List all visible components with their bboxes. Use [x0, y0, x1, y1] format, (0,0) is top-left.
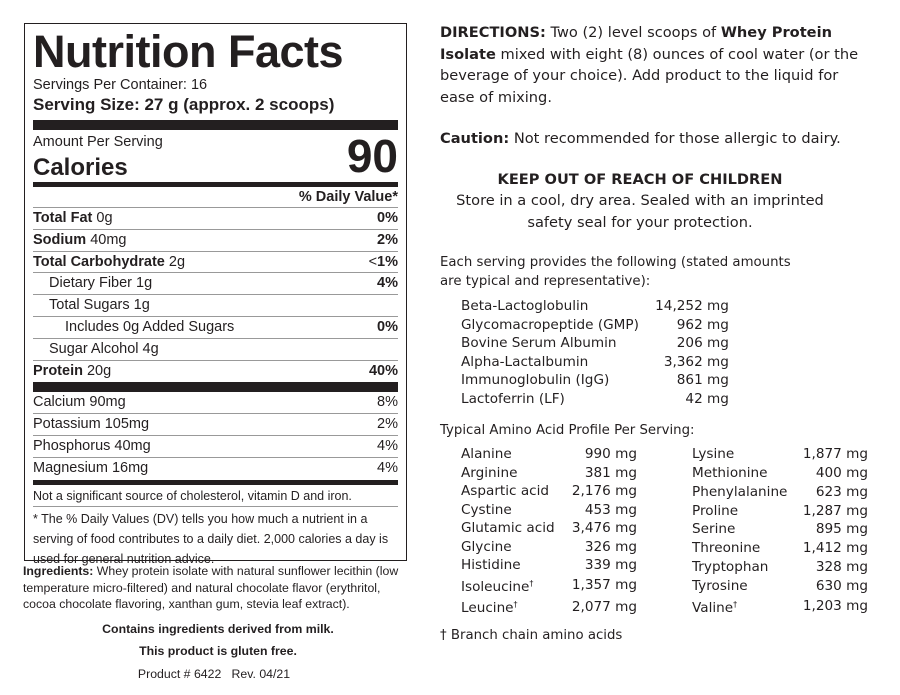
fraction-row: Bovine Serum Albumin 206 mg	[461, 335, 729, 351]
divider-thick	[33, 382, 398, 393]
product-number: Product # 6422 Rev. 04/21	[137, 666, 291, 681]
amino-row: Tyrosine 630 mg	[692, 577, 868, 594]
amino-row: Valine† 1,203 mg	[692, 598, 868, 616]
nutrient-row: Total Carbohydrate 2g <1%	[33, 252, 398, 274]
calories-section: Amount Per Serving Calories 90	[33, 130, 398, 182]
amount-per-serving: Amount Per Serving	[33, 134, 163, 150]
protein-fractions-table: Beta-Lactoglobulin 14,252 mg Glycomacrope…	[461, 297, 729, 408]
daily-value-header: % Daily Value*	[33, 187, 398, 208]
servings-per-container: Servings Per Container: 16	[33, 77, 208, 93]
divider-thick	[33, 120, 398, 130]
storage-line-1: Store in a cool, dry area. Sealed with a…	[456, 192, 824, 209]
amino-row: Threonine 1,412 mg	[692, 540, 868, 557]
divider-medium	[33, 479, 398, 485]
allergen-statement: Contains ingredients derived from milk.	[102, 621, 334, 636]
nutrient-row: Protein 20g 40%	[33, 362, 398, 379]
caution: Caution: Not recommended for those aller…	[440, 130, 841, 147]
amino-row: Proline 1,287 mg	[692, 502, 868, 519]
amino-table: Alanine 990 mg Arginine 381 mg Aspartic acid…	[461, 445, 880, 618]
nutrient-row: Total Fat 0g 0%	[33, 208, 398, 230]
amino-row: Isoleucine† 1,357 mg	[461, 577, 637, 595]
amino-row: Serine 895 mg	[692, 521, 868, 538]
amino-row: Lysine 1,877 mg	[692, 446, 868, 463]
amino-row: Histidine 339 mg	[461, 557, 637, 573]
amino-row: Glutamic acid 3,476 mg	[461, 520, 637, 536]
amino-row: Leucine† 2,077 mg	[461, 598, 637, 617]
amino-row: Cystine 453 mg	[461, 501, 637, 518]
amino-row: Methionine 400 mg	[692, 464, 868, 481]
nutrient-row: Sodium 40mg 2%	[33, 230, 398, 252]
fraction-row: Alpha-Lactalbumin 3,362 mg	[461, 353, 729, 370]
amino-left: Alanine 990 mg Arginine 381 mg Aspartic acid…	[461, 445, 637, 618]
fraction-row: Immunoglobulin (IgG) 861 mg	[461, 372, 729, 388]
amino-row: Alanine 990 mg	[461, 446, 637, 462]
nutrient-row: Dietary Fiber 1g 4%	[33, 273, 398, 296]
ingredients: Ingredients: Whey protein isolate with n…	[23, 564, 399, 611]
divider-medium	[33, 182, 398, 187]
calories-label: Calories	[33, 154, 128, 181]
amino-row: Glycine 326 mg	[461, 538, 637, 555]
fraction-row: Glycomacropeptide (GMP) 962 mg	[461, 316, 729, 333]
amino-row: Phenylalanine 623 mg	[692, 483, 868, 500]
label-title: Nutrition Facts	[33, 26, 344, 77]
fraction-row: Beta-Lactoglobulin 14,252 mg	[461, 298, 729, 314]
calories-value: 90	[346, 130, 398, 182]
amino-title: Typical Amino Acid Profile Per Serving:	[440, 423, 695, 438]
storage-line-2: safety seal for your protection.	[527, 213, 753, 231]
directions-panel: DIRECTIONS: Two (2) level scoops of Whey…	[440, 22, 880, 645]
serving-intro: Each serving provides the following (sta…	[440, 255, 791, 289]
mineral-row: Magnesium 16mg 4%	[33, 459, 398, 476]
bcaa-note: † Branch chain amino acids	[440, 627, 623, 643]
nutrient-row: Sugar Alcohol 4g	[33, 339, 398, 361]
nutrient-row: Includes 0g Added Sugars 0%	[33, 317, 398, 339]
nutrient-row: Total Sugars 1g	[33, 295, 398, 317]
gluten-statement: This product is gluten free.	[139, 644, 297, 658]
amino-row: Tryptophan 328 mg	[692, 559, 868, 576]
not-significant-note: Not a significant source of cholesterol,…	[33, 485, 398, 507]
amino-row: Arginine 381 mg	[461, 464, 637, 481]
fraction-row: Lactoferrin (LF) 42 mg	[461, 390, 729, 407]
mineral-row: Potassium 105mg 2%	[33, 414, 398, 436]
amino-right: Lysine 1,877 mg Methionine 400 mg Phenylalan…	[692, 445, 868, 618]
mineral-row: Phosphorus 40mg 4%	[33, 436, 398, 458]
serving-size: Serving Size: 27 g (approx. 2 scoops)	[33, 95, 335, 114]
label-below: Ingredients: Whey protein isolate with n…	[23, 563, 413, 682]
nutrition-facts-label: Nutrition Facts Servings Per Container: …	[24, 23, 407, 566]
mineral-row: Calcium 90mg 8%	[33, 392, 398, 415]
directions: DIRECTIONS: Two (2) level scoops of Whey…	[440, 24, 859, 106]
daily-value-footnote: * The % Daily Values (DV) tells you how …	[33, 511, 389, 566]
keep-out-warning: KEEP OUT OF REACH OF CHILDREN	[497, 170, 783, 188]
amino-row: Aspartic acid 2,176 mg	[461, 483, 637, 499]
